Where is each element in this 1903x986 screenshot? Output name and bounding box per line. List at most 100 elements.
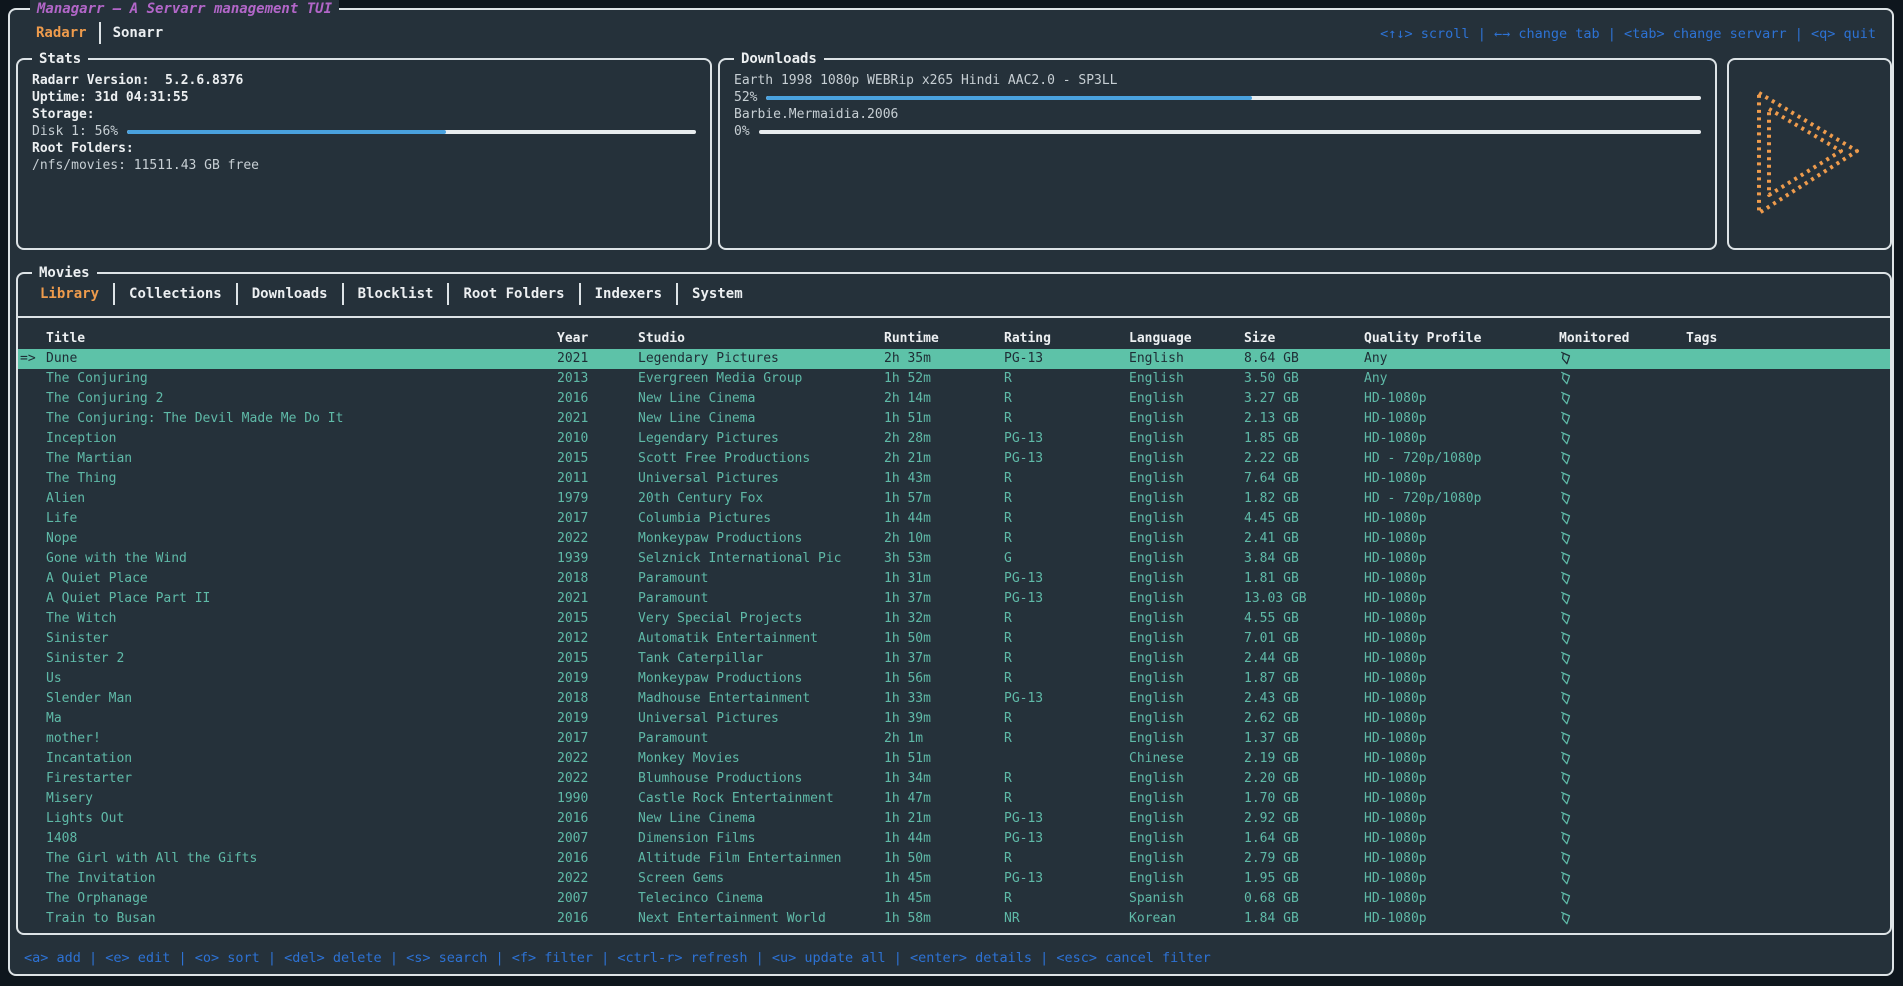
table-row[interactable]: The Orphanage 2007 Telecinco Cinema 1h 45m R… — [18, 889, 1890, 909]
monitored-tag-icon — [1561, 411, 1571, 425]
column-header-language: Language — [1129, 331, 1192, 346]
movie-year: 2011 — [557, 471, 589, 486]
movie-size: 4.55 GB — [1244, 611, 1299, 626]
monitored-tag-icon — [1561, 751, 1571, 765]
movie-size: 13.03 GB — [1244, 591, 1307, 606]
movie-rating: PG-13 — [1004, 691, 1044, 706]
movie-runtime: 1h 44m — [884, 831, 931, 846]
table-row[interactable]: The Girl with All the Gifts 2016 Altitude … — [18, 849, 1890, 869]
movie-runtime: 3h 53m — [884, 551, 931, 566]
movie-year: 2016 — [557, 851, 589, 866]
movie-runtime: 1h 56m — [884, 671, 931, 686]
keybinding-sort: <o> sort — [194, 950, 260, 966]
movie-monitored — [1559, 609, 1686, 629]
movie-monitored — [1559, 349, 1686, 369]
table-row[interactable]: Gone with the Wind 1939 Selznick Internati… — [18, 549, 1890, 569]
movie-studio: Very Special Projects — [638, 611, 803, 626]
table-row[interactable]: The Conjuring 2013 Evergreen Media Group 1h… — [18, 369, 1890, 389]
movie-language: Chinese — [1129, 751, 1184, 766]
tab-downloads[interactable]: Downloads — [251, 286, 328, 302]
table-row[interactable]: The Witch 2015 Very Special Projects 1h 32m… — [18, 609, 1890, 629]
tab-blocklist[interactable]: Blocklist — [357, 286, 434, 302]
movie-size: 1.37 GB — [1244, 731, 1299, 746]
tab-library[interactable]: Library — [40, 286, 100, 302]
movie-title: The Conjuring — [46, 371, 148, 386]
monitored-tag-icon — [1561, 771, 1571, 785]
movie-quality-profile: HD-1080p — [1364, 891, 1427, 906]
movie-size: 2.92 GB — [1244, 811, 1299, 826]
table-row[interactable]: The Conjuring 2 2016 New Line Cinema 2h 14m… — [18, 389, 1890, 409]
monitored-tag-icon — [1561, 651, 1571, 665]
movie-language: English — [1129, 631, 1184, 646]
movie-rating: R — [1004, 731, 1012, 746]
movie-quality-profile: HD-1080p — [1364, 671, 1427, 686]
table-row[interactable]: Alien 1979 20th Century Fox 1h 57m R English 1… — [18, 489, 1890, 509]
monitored-tag-icon — [1561, 571, 1571, 585]
column-header-year: Year — [557, 331, 589, 346]
table-row[interactable]: Misery 1990 Castle Rock Entertainment 1h 47… — [18, 789, 1890, 809]
tab-separator — [447, 283, 450, 305]
table-row[interactable]: Slender Man 2018 Madhouse Entertainment 1h … — [18, 689, 1890, 709]
table-row[interactable]: The Thing 2011 Universal Pictures 1h 43m R En… — [18, 469, 1890, 489]
keybinding-change-servarr: <tab> change servarr — [1624, 26, 1787, 42]
movie-title: The Martian — [46, 451, 133, 466]
table-row[interactable]: Train to Busan 2016 Next Entertainment Wor… — [18, 909, 1890, 929]
table-row[interactable]: => Dune 2021 Legendary Pictures 2h 35m PG-13 E… — [18, 349, 1890, 369]
table-row[interactable]: The Martian 2015 Scott Free Productions 2h … — [18, 449, 1890, 469]
table-row[interactable]: Nope 2022 Monkeypaw Productions 2h 10m R Engl… — [18, 529, 1890, 549]
download-progress-line: 0% — [734, 123, 1701, 140]
tab-separator — [341, 283, 344, 305]
movie-rating: R — [1004, 791, 1012, 806]
table-row[interactable]: Lights Out 2016 New Line Cinema 1h 21m PG-13… — [18, 809, 1890, 829]
tab-separator — [113, 283, 116, 305]
movie-size: 3.27 GB — [1244, 391, 1299, 406]
movie-studio: Tank Caterpillar — [638, 651, 764, 666]
table-row[interactable]: Sinister 2 2015 Tank Caterpillar 1h 37m R Eng… — [18, 649, 1890, 669]
movie-runtime: 2h 10m — [884, 531, 931, 546]
table-row[interactable]: Inception 2010 Legendary Pictures 2h 28m PG-… — [18, 429, 1890, 449]
movies-tab-bar: Library Collections Downloads Blocklist Root… — [26, 282, 757, 306]
keybinding-details: <enter> details — [910, 950, 1032, 966]
movie-rating: R — [1004, 771, 1012, 786]
movie-rating: R — [1004, 611, 1012, 626]
tab-separator — [98, 22, 101, 44]
servarr-tab-sonarr[interactable]: Sonarr — [112, 25, 164, 41]
tab-indexers[interactable]: Indexers — [594, 286, 663, 302]
table-row[interactable]: The Invitation 2022 Screen Gems 1h 45m PG-13… — [18, 869, 1890, 889]
movie-year: 1979 — [557, 491, 589, 506]
tab-collections[interactable]: Collections — [129, 286, 222, 302]
radarr-play-logo — [1756, 91, 1859, 215]
table-row[interactable]: Ma 2019 Universal Pictures 1h 39m R English 2.… — [18, 709, 1890, 729]
tab-system[interactable]: System — [692, 286, 743, 302]
monitored-tag-icon — [1561, 491, 1571, 505]
movie-monitored — [1559, 849, 1686, 869]
servarr-tab-radarr[interactable]: Radarr — [36, 25, 87, 41]
movie-rating: PG-13 — [1004, 811, 1044, 826]
movie-rating: R — [1004, 411, 1012, 426]
movie-rating: R — [1004, 671, 1012, 686]
tab-root-folders[interactable]: Root Folders — [463, 286, 565, 302]
movie-runtime: 1h 34m — [884, 771, 931, 786]
table-row[interactable]: Life 2017 Columbia Pictures 1h 44m R English 4… — [18, 509, 1890, 529]
movie-language: English — [1129, 511, 1184, 526]
table-row[interactable]: Us 2019 Monkeypaw Productions 1h 56m R Englis… — [18, 669, 1890, 689]
table-row[interactable]: The Conjuring: The Devil Made Me Do It 20… — [18, 409, 1890, 429]
movie-quality-profile: HD-1080p — [1364, 611, 1427, 626]
movie-size: 2.44 GB — [1244, 651, 1299, 666]
movie-rating: R — [1004, 471, 1012, 486]
movie-year: 2022 — [557, 531, 589, 546]
table-row[interactable]: A Quiet Place 2018 Paramount 1h 31m PG-13 Eng… — [18, 569, 1890, 589]
monitored-tag-icon — [1561, 471, 1571, 485]
table-row[interactable]: mother! 2017 Paramount 2h 1m R English 1.37 GB… — [18, 729, 1890, 749]
table-row[interactable]: Firestarter 2022 Blumhouse Productions 1h 3… — [18, 769, 1890, 789]
movie-runtime: 1h 37m — [884, 591, 931, 606]
monitored-tag-icon — [1561, 891, 1571, 905]
table-row[interactable]: 1408 2007 Dimension Films 1h 44m PG-13 Englis… — [18, 829, 1890, 849]
movie-runtime: 1h 50m — [884, 631, 931, 646]
table-row[interactable]: Incantation 2022 Monkey Movies 1h 51m Chines… — [18, 749, 1890, 769]
movie-studio: Castle Rock Entertainment — [638, 791, 834, 806]
movie-year: 2007 — [557, 831, 589, 846]
table-row[interactable]: A Quiet Place Part II 2021 Paramount 1h 37m… — [18, 589, 1890, 609]
table-row[interactable]: Sinister 2012 Automatik Entertainment 1h 50… — [18, 629, 1890, 649]
movie-studio: Automatik Entertainment — [638, 631, 819, 646]
